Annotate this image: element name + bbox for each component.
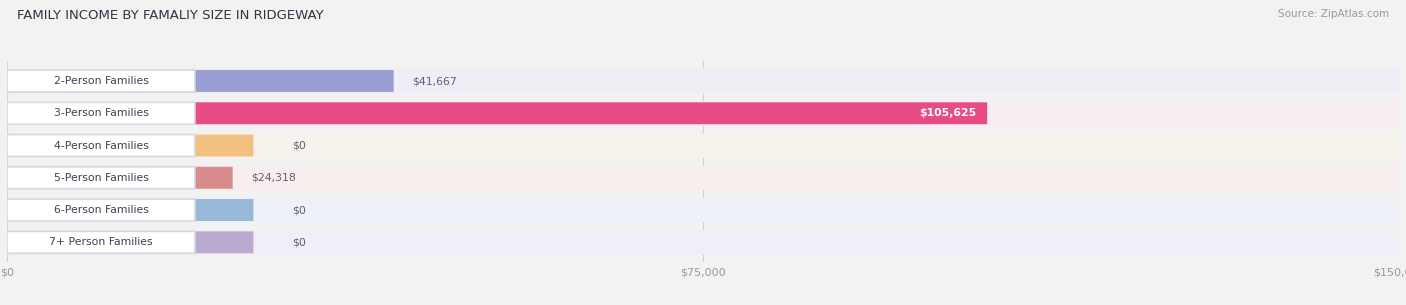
Text: Source: ZipAtlas.com: Source: ZipAtlas.com	[1278, 9, 1389, 19]
FancyBboxPatch shape	[7, 167, 195, 189]
Text: $24,318: $24,318	[252, 173, 297, 183]
Text: 5-Person Families: 5-Person Families	[53, 173, 149, 183]
Text: 6-Person Families: 6-Person Families	[53, 205, 149, 215]
Text: $0: $0	[292, 237, 307, 247]
FancyBboxPatch shape	[7, 102, 987, 124]
FancyBboxPatch shape	[170, 231, 253, 253]
Text: $0: $0	[292, 205, 307, 215]
FancyBboxPatch shape	[7, 198, 1399, 222]
FancyBboxPatch shape	[170, 199, 253, 221]
Text: $105,625: $105,625	[920, 108, 976, 118]
Text: 7+ Person Families: 7+ Person Families	[49, 237, 153, 247]
FancyBboxPatch shape	[7, 102, 195, 124]
FancyBboxPatch shape	[170, 135, 253, 156]
Text: 3-Person Families: 3-Person Families	[53, 108, 149, 118]
FancyBboxPatch shape	[7, 70, 394, 92]
Text: $0: $0	[292, 141, 307, 151]
FancyBboxPatch shape	[7, 166, 1399, 190]
FancyBboxPatch shape	[7, 230, 1399, 255]
FancyBboxPatch shape	[7, 101, 1399, 126]
FancyBboxPatch shape	[7, 167, 232, 189]
FancyBboxPatch shape	[7, 199, 195, 221]
Text: 4-Person Families: 4-Person Families	[53, 141, 149, 151]
Text: $41,667: $41,667	[412, 76, 457, 86]
FancyBboxPatch shape	[7, 231, 195, 253]
Text: 2-Person Families: 2-Person Families	[53, 76, 149, 86]
FancyBboxPatch shape	[7, 135, 195, 156]
FancyBboxPatch shape	[7, 133, 1399, 158]
FancyBboxPatch shape	[7, 70, 195, 92]
Text: FAMILY INCOME BY FAMALIY SIZE IN RIDGEWAY: FAMILY INCOME BY FAMALIY SIZE IN RIDGEWA…	[17, 9, 323, 22]
FancyBboxPatch shape	[7, 69, 1399, 93]
